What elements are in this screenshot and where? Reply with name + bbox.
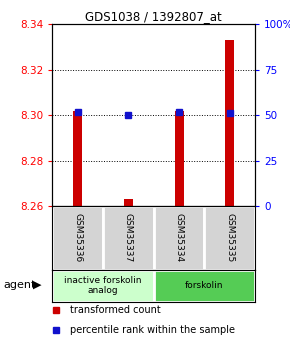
Bar <box>52 270 154 302</box>
Text: GSM35335: GSM35335 <box>225 213 234 263</box>
Text: transformed count: transformed count <box>70 305 161 315</box>
Bar <box>73 111 82 206</box>
Text: ▶: ▶ <box>33 280 42 289</box>
Bar <box>225 40 234 206</box>
Text: agent: agent <box>3 280 35 289</box>
Text: percentile rank within the sample: percentile rank within the sample <box>70 325 235 335</box>
Bar <box>175 111 184 206</box>
Bar <box>154 270 255 302</box>
Bar <box>154 206 204 270</box>
Text: inactive forskolin
analog: inactive forskolin analog <box>64 276 142 295</box>
Bar <box>204 206 255 270</box>
Text: forskolin: forskolin <box>185 281 224 290</box>
Text: GSM35337: GSM35337 <box>124 213 133 263</box>
Bar <box>124 199 133 206</box>
Title: GDS1038 / 1392807_at: GDS1038 / 1392807_at <box>85 10 222 23</box>
Bar <box>103 206 154 270</box>
Text: GSM35334: GSM35334 <box>175 214 184 263</box>
Bar <box>52 206 103 270</box>
Text: GSM35336: GSM35336 <box>73 213 82 263</box>
